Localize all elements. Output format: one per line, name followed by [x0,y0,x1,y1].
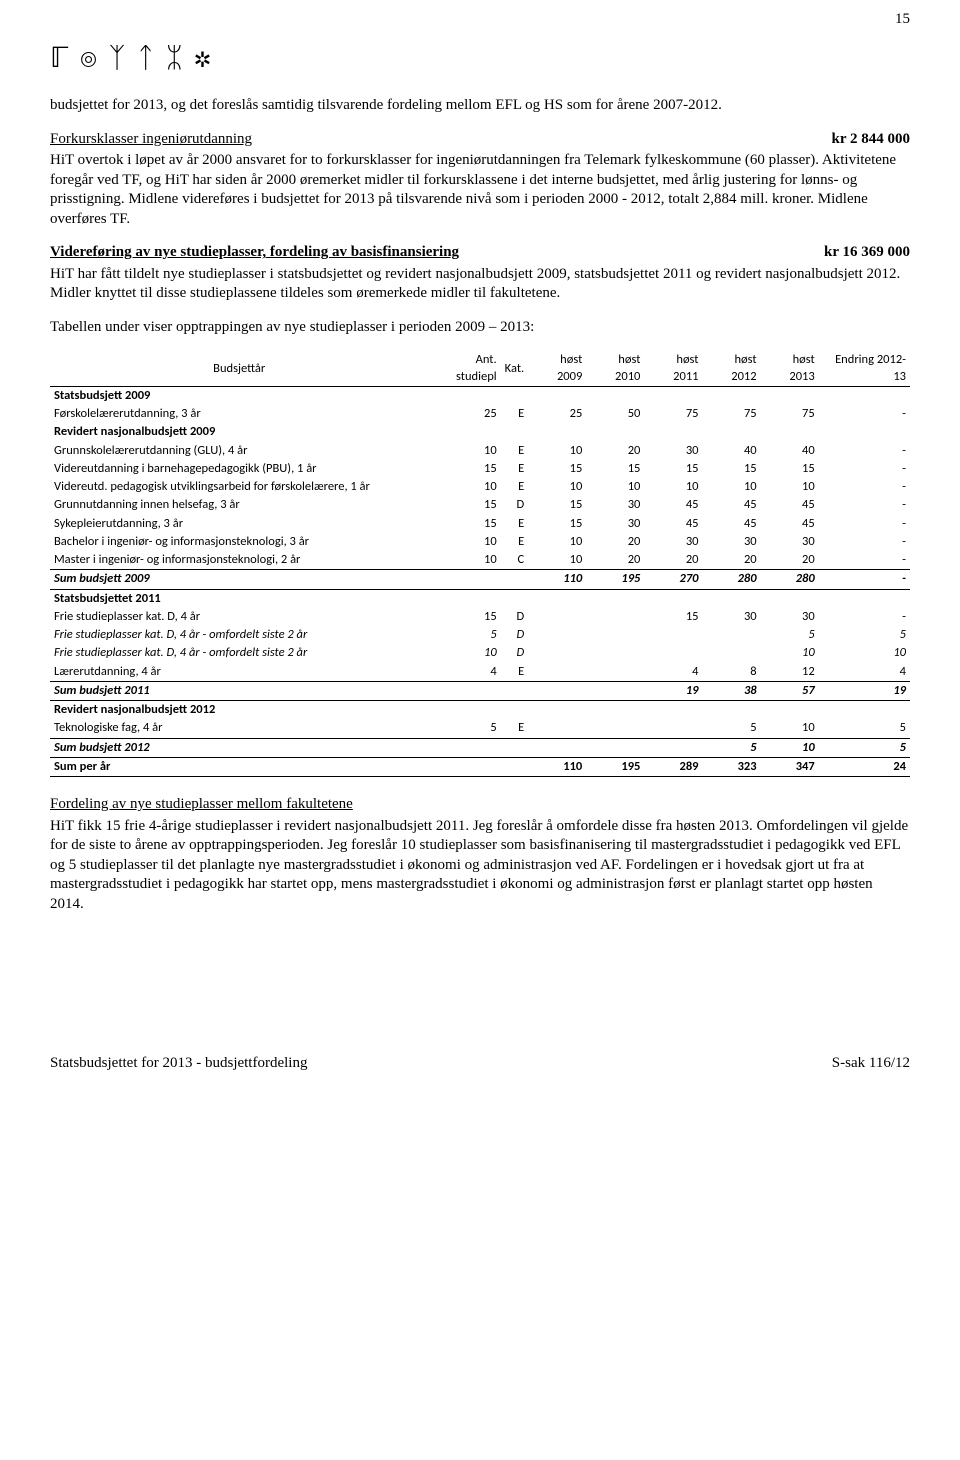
table-row: Sum budsjett 2009110195270280280- [50,570,910,589]
table-section-row: Statsbudsjett 2009 [50,386,910,405]
table-row: Teknologiske fag, 4 år5E5105 [50,719,910,738]
section1-body: HiT overtok i løpet av år 2000 ansvaret … [50,151,910,229]
col-budsjettar: Budsjettår [50,351,428,386]
table-row: Sum budsjett 20125105 [50,738,910,757]
table-row: Videreutd. pedagogisk utviklingsarbeid f… [50,478,910,496]
footer-right: S-sak 116/12 [832,1054,910,1074]
table-row: Grunnskolelærerutdanning (GLU), 4 år10E1… [50,442,910,460]
table-row: Sum per år11019528932334724 [50,757,910,776]
col-kat: Kat. [501,351,529,386]
section1-amount: kr 2 844 000 [832,130,910,150]
studieplasser-table: Budsjettår Ant. studiepl Kat. høst 2009 … [50,351,910,777]
col-h2012: høst 2012 [703,351,761,386]
intro-paragraph: budsjettet for 2013, og det foreslås sam… [50,96,910,116]
col-h2013: høst 2013 [761,351,819,386]
section3-body: HiT fikk 15 frie 4-årige studieplasser i… [50,817,910,915]
col-h2009: høst 2009 [528,351,586,386]
page-number: 15 [895,10,910,30]
table-row: Master i ingeniør- og informasjonsteknol… [50,551,910,570]
table-row: Bachelor i ingeniør- og informasjonstekn… [50,533,910,551]
col-h2010: høst 2010 [586,351,644,386]
col-ant: Ant. studiepl [428,351,500,386]
table-row: Sum budsjett 201119385719 [50,681,910,700]
table-header-row: Budsjettår Ant. studiepl Kat. høst 2009 … [50,351,910,386]
table-section-row: Statsbudsjettet 2011 [50,589,910,608]
section2-heading: Videreføring av nye studieplasser, forde… [50,244,459,260]
footer-left: Statsbudsjettet for 2013 - budsjettforde… [50,1054,307,1074]
table-row: Videreutdanning i barnehagepedagogikk (P… [50,460,910,478]
table-section-row: Revidert nasjonalbudsjett 2009 [50,423,910,441]
col-h2011: høst 2011 [644,351,702,386]
table-row: Frie studieplasser kat. D, 4 år - omford… [50,626,910,644]
header-logo: ℾ ◎ ᛉ ᛏ ᛯ ✲ [50,40,910,76]
table-row: Frie studieplasser kat. D, 4 år15D153030… [50,608,910,626]
section3-heading: Fordeling av nye studieplasser mellom fa… [50,796,353,812]
table-row: Lærerutdanning, 4 år4E48124 [50,663,910,682]
footer: Statsbudsjettet for 2013 - budsjettforde… [50,1054,910,1074]
col-endring: Endring 2012-13 [819,351,910,386]
table-row: Frie studieplasser kat. D, 4 år - omford… [50,644,910,662]
table-row: Førskolelærerutdanning, 3 år25E255075757… [50,405,910,423]
table-section-row: Revidert nasjonalbudsjett 2012 [50,701,910,720]
section2-body: HiT har fått tildelt nye studieplasser i… [50,265,910,304]
table-row: Sykepleierutdanning, 3 år15E1530454545- [50,515,910,533]
table-row: Grunnutdanning innen helsefag, 3 år15D15… [50,496,910,514]
table-intro: Tabellen under viser opptrappingen av ny… [50,318,910,338]
section2-amount: kr 16 369 000 [824,243,910,263]
section1-heading: Forkursklasser ingeniørutdanning [50,131,252,147]
